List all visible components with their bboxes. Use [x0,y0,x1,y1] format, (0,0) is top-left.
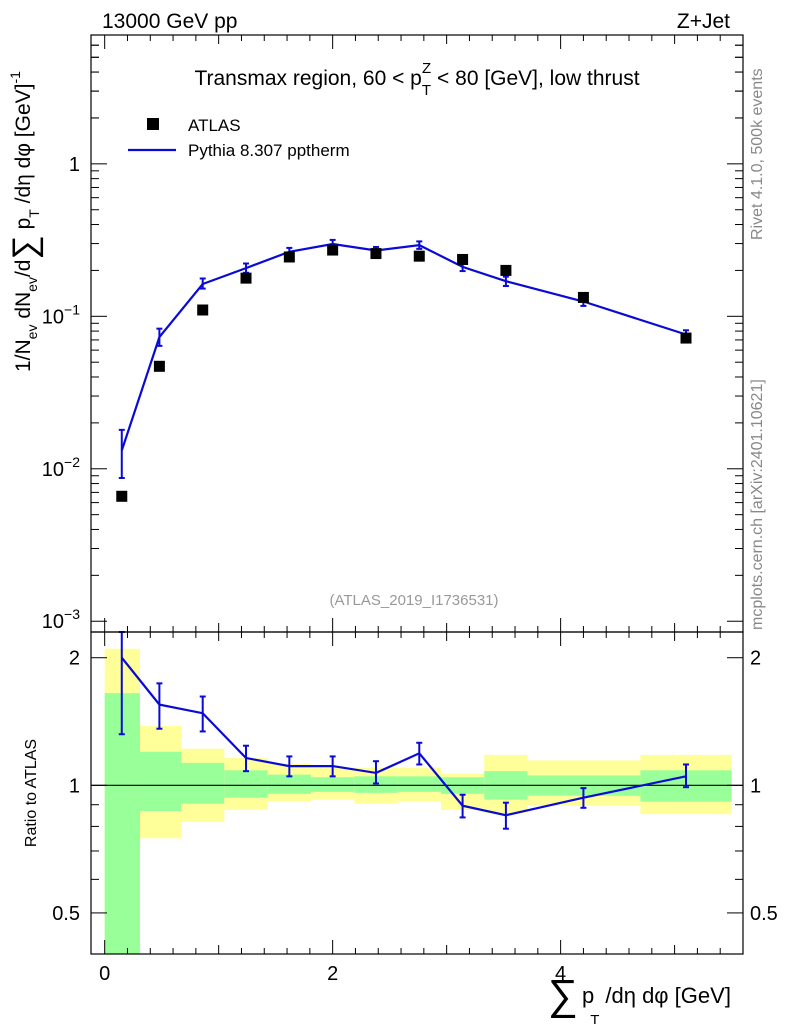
x-axis-label: ∑ p T/dη dφ [GeV] [548,971,731,1024]
analysis-watermark: (ATLAS_2019_I1736531) [329,592,498,609]
atlas-data-point [327,244,339,256]
ratio-y-axis-label: Ratio to ATLAS [23,739,40,847]
atlas-data-point [283,251,295,263]
ratio-plot-frame [90,631,744,955]
ratio-inner-band [397,776,441,792]
ratio-inner-band [181,762,225,804]
ratio-uncertainty-bands [104,648,732,954]
main-y-axis-label: 1/Nev dNev/d∑ pT /dη dφ [GeV]-1 [6,71,44,372]
ratio-y-tick-label-right: 2 [750,648,761,670]
ratio-plot-panel: 0 2 4 0.5 0.5 1 1 2 2 Ratio to ATLAS [23,631,778,985]
main-plot-panel: 10−3 10−2 10−1 1 Transmax region, 60 < pTZ … [6,34,744,633]
rivet-version-label: Rivet 4.1.0, 500k events [749,68,766,240]
ratio-y-tick-label-right: 1 [750,775,761,797]
legend-atlas-marker [147,118,159,130]
atlas-data-point [457,253,469,265]
atlas-data-point [153,360,165,372]
y-tick-label: 10−3 [42,606,80,633]
ratio-inner-band [267,774,311,794]
ratio-inner-band [354,776,398,793]
atlas-data-point [197,304,209,316]
atlas-data-point [370,248,382,260]
ratio-pythia-line [120,657,687,817]
x-tick-label: 2 [327,963,338,985]
process-label: Z+Jet [677,10,730,33]
ratio-inner-band [310,777,355,792]
ratio-inner-band [104,693,141,954]
y-tick-label: 10−1 [42,301,80,328]
ratio-y-tick-label-right: 0.5 [750,903,778,925]
ratio-inner-band [224,770,268,798]
legend-atlas-label: ATLAS [188,116,241,135]
ratio-y-tick-label: 1 [69,775,80,797]
ratio-data-layer [91,631,743,830]
legend-pythia-label: Pythia 8.307 pptherm [188,141,350,160]
main-data-layer [116,238,692,502]
source-label: mcplots.cern.ch [arXiv:2401.10621] [749,379,766,630]
atlas-data-point [413,250,425,262]
main-axis-ticks: 10−3 10−2 10−1 1 [42,34,743,633]
x-tick-label: 4 [555,963,566,985]
atlas-data-point [500,264,512,276]
ratio-y-tick-label: 2 [69,648,80,670]
ratio-y-tick-label: 0.5 [52,903,80,925]
pythia-line [120,242,687,451]
energy-label: 13000 GeV pp [102,10,237,33]
ratio-inner-band [140,751,182,811]
atlas-data-point [240,272,252,284]
y-tick-label: 1 [69,154,80,176]
ratio-axis-ticks: 0 2 4 0.5 0.5 1 1 2 2 [52,632,778,985]
atlas-data-point [116,490,128,502]
atlas-data-point [577,291,589,303]
plot-title: Transmax region, 60 < pTZ < 80 [GeV], lo… [194,60,639,99]
x-tick-label: 0 [99,963,110,985]
atlas-data-point [680,332,692,344]
y-tick-label: 10−2 [42,454,80,481]
